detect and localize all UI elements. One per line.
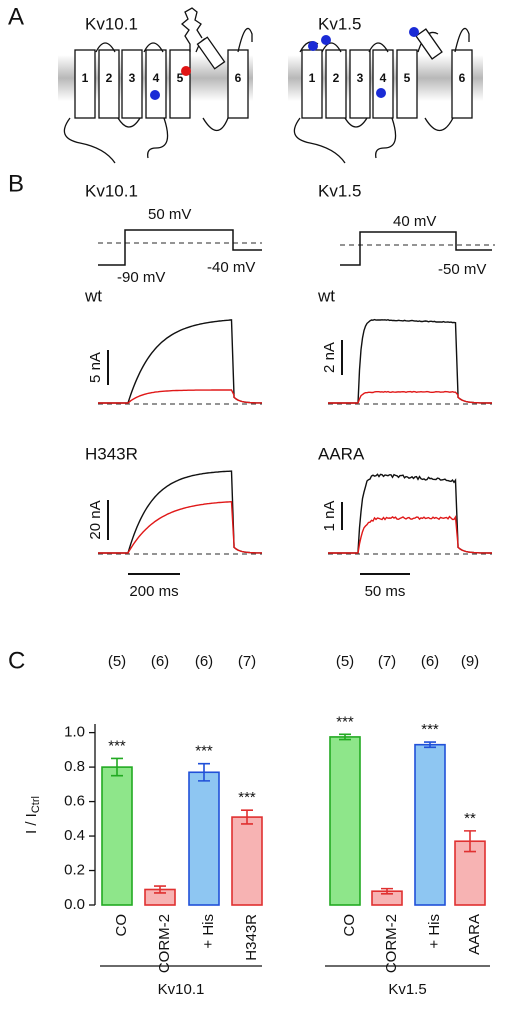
channel-name: Kv1.5 xyxy=(318,14,361,33)
y-label-main: I / I xyxy=(23,813,40,834)
channel-name: Kv1.5 xyxy=(318,181,361,200)
trace-label: H343R xyxy=(85,444,138,463)
segment-label: 2 xyxy=(106,71,113,85)
segment-label: 2 xyxy=(333,71,340,85)
group-label: Kv10.1 xyxy=(158,981,205,998)
trace-label: AARA xyxy=(318,444,365,463)
residue-dot xyxy=(181,66,191,76)
n-label: (7) xyxy=(238,653,256,670)
x-tick-label: + His xyxy=(200,914,217,949)
panel-label: A xyxy=(8,3,24,30)
panel-label: C xyxy=(8,647,25,674)
y-tick-label: 0.8 xyxy=(64,758,85,775)
residue-dot xyxy=(376,88,386,98)
bar-chart: 0.0 0.2 0.4 0.6 0.8 1.0 (5) *** CO (6) CORM-2 (6) **… xyxy=(64,653,490,998)
segment-label: 6 xyxy=(459,71,466,85)
bar xyxy=(415,745,445,905)
scale-label: 5 nA xyxy=(87,352,104,383)
x-tick-label: CO xyxy=(341,914,358,937)
x-tick-label: CO xyxy=(113,914,130,937)
current-trace xyxy=(98,390,262,403)
segment-label: 1 xyxy=(309,71,316,85)
voltage-label: -40 mV xyxy=(207,259,255,276)
y-label-sub: Ctrl xyxy=(30,796,42,813)
scale-label: 20 nA xyxy=(87,500,104,539)
significance: *** xyxy=(108,737,126,754)
bar xyxy=(330,737,360,905)
group-label: Kv1.5 xyxy=(388,981,426,998)
residue-dot xyxy=(321,35,331,45)
n-label: (6) xyxy=(421,653,439,670)
segment-label: 4 xyxy=(153,71,160,85)
voltage-label: 50 mV xyxy=(148,206,191,223)
current-trace xyxy=(328,392,492,404)
time-label: 50 ms xyxy=(365,583,406,600)
voltage-label: -50 mV xyxy=(438,261,486,278)
trace-label: wt xyxy=(317,286,335,305)
current-trace xyxy=(98,471,262,553)
significance: *** xyxy=(336,713,354,730)
scale-label: 1 nA xyxy=(321,501,338,532)
significance: *** xyxy=(421,721,439,738)
current-trace xyxy=(328,320,492,404)
segments: 1 2 3 4 5 6 1 2 3 4 5 6 xyxy=(75,50,472,118)
time-label: 200 ms xyxy=(129,583,178,600)
y-tick-label: 1.0 xyxy=(64,724,85,741)
significance: *** xyxy=(195,743,213,760)
current-trace xyxy=(328,517,492,554)
x-tick-label: AARA xyxy=(466,914,483,955)
significance: *** xyxy=(238,789,256,806)
x-tick-label: H343R xyxy=(243,914,260,961)
n-label: (7) xyxy=(378,653,396,670)
segment-label: 1 xyxy=(82,71,89,85)
y-axis-label: I / ICtrl xyxy=(23,796,42,834)
y-tick-label: 0.6 xyxy=(64,793,85,810)
residue-dot xyxy=(150,90,160,100)
x-tick-label: CORM-2 xyxy=(156,914,173,973)
bar xyxy=(232,817,262,905)
current-traces: wt 5 nA H343R 20 nA wt 2 nA AARA 1 nA 200 ms 50 m… xyxy=(84,286,492,599)
n-label: (9) xyxy=(461,653,479,670)
scale-label: 2 nA xyxy=(321,342,338,373)
y-tick-label: 0.0 xyxy=(64,896,85,913)
bar xyxy=(102,767,132,905)
n-label: (5) xyxy=(108,653,126,670)
residue-dot xyxy=(409,27,419,37)
voltage-label: 40 mV xyxy=(393,213,436,230)
segment-label: 6 xyxy=(235,71,242,85)
n-label: (6) xyxy=(151,653,169,670)
segment-label: 3 xyxy=(129,71,136,85)
segment-label: 3 xyxy=(357,71,364,85)
n-label: (5) xyxy=(336,653,354,670)
current-trace xyxy=(98,502,262,553)
residue-dot xyxy=(308,41,318,51)
bar xyxy=(189,772,219,905)
trace-label: wt xyxy=(84,286,102,305)
channel-name: Kv10.1 xyxy=(85,14,138,33)
segment-label: 5 xyxy=(404,71,411,85)
channel-name: Kv10.1 xyxy=(85,181,138,200)
segment-label: 4 xyxy=(380,71,387,85)
panel-label: B xyxy=(8,170,24,197)
x-tick-label: CORM-2 xyxy=(383,914,400,973)
y-tick-label: 0.4 xyxy=(64,827,85,844)
n-label: (6) xyxy=(195,653,213,670)
y-tick-label: 0.2 xyxy=(64,861,85,878)
voltage-label: -90 mV xyxy=(117,269,165,286)
x-tick-label: + His xyxy=(426,914,443,949)
significance: ** xyxy=(464,810,476,827)
current-trace xyxy=(328,474,492,553)
